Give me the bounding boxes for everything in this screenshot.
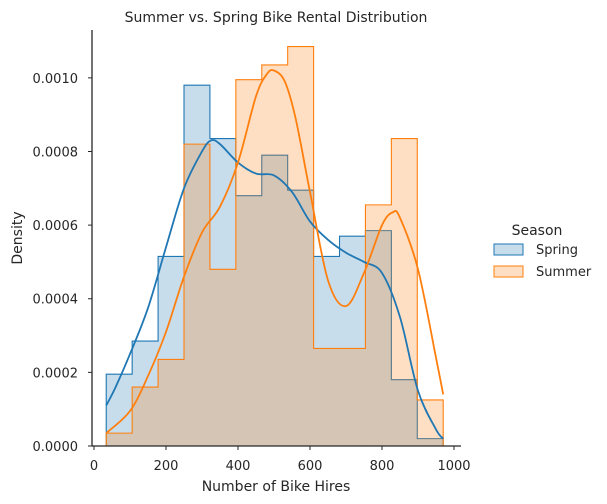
x-tick-label: 200: [154, 459, 179, 474]
summer-step-outline: [105, 46, 444, 446]
axes: [91, 30, 461, 447]
x-axis-label: Number of Bike Hires: [202, 479, 351, 495]
summer-series: [105, 46, 444, 447]
plot-area: [105, 46, 445, 447]
x-tick-label: 0: [90, 459, 98, 474]
x-tick-label: 800: [370, 459, 395, 474]
y-tick-label: 0.0000: [33, 440, 79, 455]
spring-bar: [209, 138, 236, 446]
y-tick-labels: 0.0000 0.0002 0.0004 0.0006 0.0008 0.0010: [33, 72, 92, 455]
summer-legend-label: Summer: [536, 265, 592, 280]
summer-bar: [261, 64, 288, 446]
summer-kde-line: [105, 69, 445, 434]
y-tick-label: 0.0006: [33, 219, 79, 234]
spring-step-outline: [105, 84, 444, 446]
summer-bar: [391, 138, 418, 446]
x-tick-label: 600: [298, 459, 323, 474]
spring-bar: [417, 438, 444, 446]
legend-title: Season: [512, 223, 563, 239]
summer-bar: [287, 46, 314, 446]
y-tick-label: 0.0008: [33, 145, 79, 160]
summer-bar: [158, 359, 184, 446]
y-tick-label: 0.0010: [33, 72, 79, 87]
y-tick-label: 0.0004: [33, 293, 79, 308]
spring-bar: [339, 236, 366, 446]
spring-bar: [287, 190, 314, 446]
spring-bar: [235, 195, 262, 446]
summer-bar: [209, 269, 236, 446]
spring-legend-label: Spring: [536, 243, 578, 258]
chart-title: Summer vs. Spring Bike Rental Distributi…: [125, 10, 428, 26]
spring-kde-line: [105, 139, 444, 440]
summer-bar: [132, 387, 159, 446]
summer-bar: [313, 348, 340, 446]
summer-legend-swatch: [493, 265, 524, 278]
summer-bar: [417, 399, 444, 446]
x-tick-labels: 0 200 400 600 800 1000: [90, 446, 471, 474]
summer-bar: [184, 144, 210, 446]
spring-bar: [261, 155, 288, 446]
spring-bar: [106, 374, 133, 446]
spring-bar: [365, 230, 392, 446]
y-axis-label: Density: [10, 211, 26, 264]
spring-legend-swatch: [493, 243, 524, 256]
y-tick-label: 0.0002: [33, 366, 79, 381]
summer-bar: [339, 348, 366, 446]
spring-bar: [391, 379, 418, 446]
x-tick-label: 400: [226, 459, 251, 474]
x-tick-label: 1000: [437, 459, 470, 474]
spring-bar: [132, 341, 159, 446]
spring-bar: [313, 256, 340, 446]
legend: Season Spring Summer: [493, 223, 592, 280]
summer-bar: [235, 79, 262, 447]
summer-bar: [365, 204, 392, 446]
summer-bar: [106, 433, 133, 446]
